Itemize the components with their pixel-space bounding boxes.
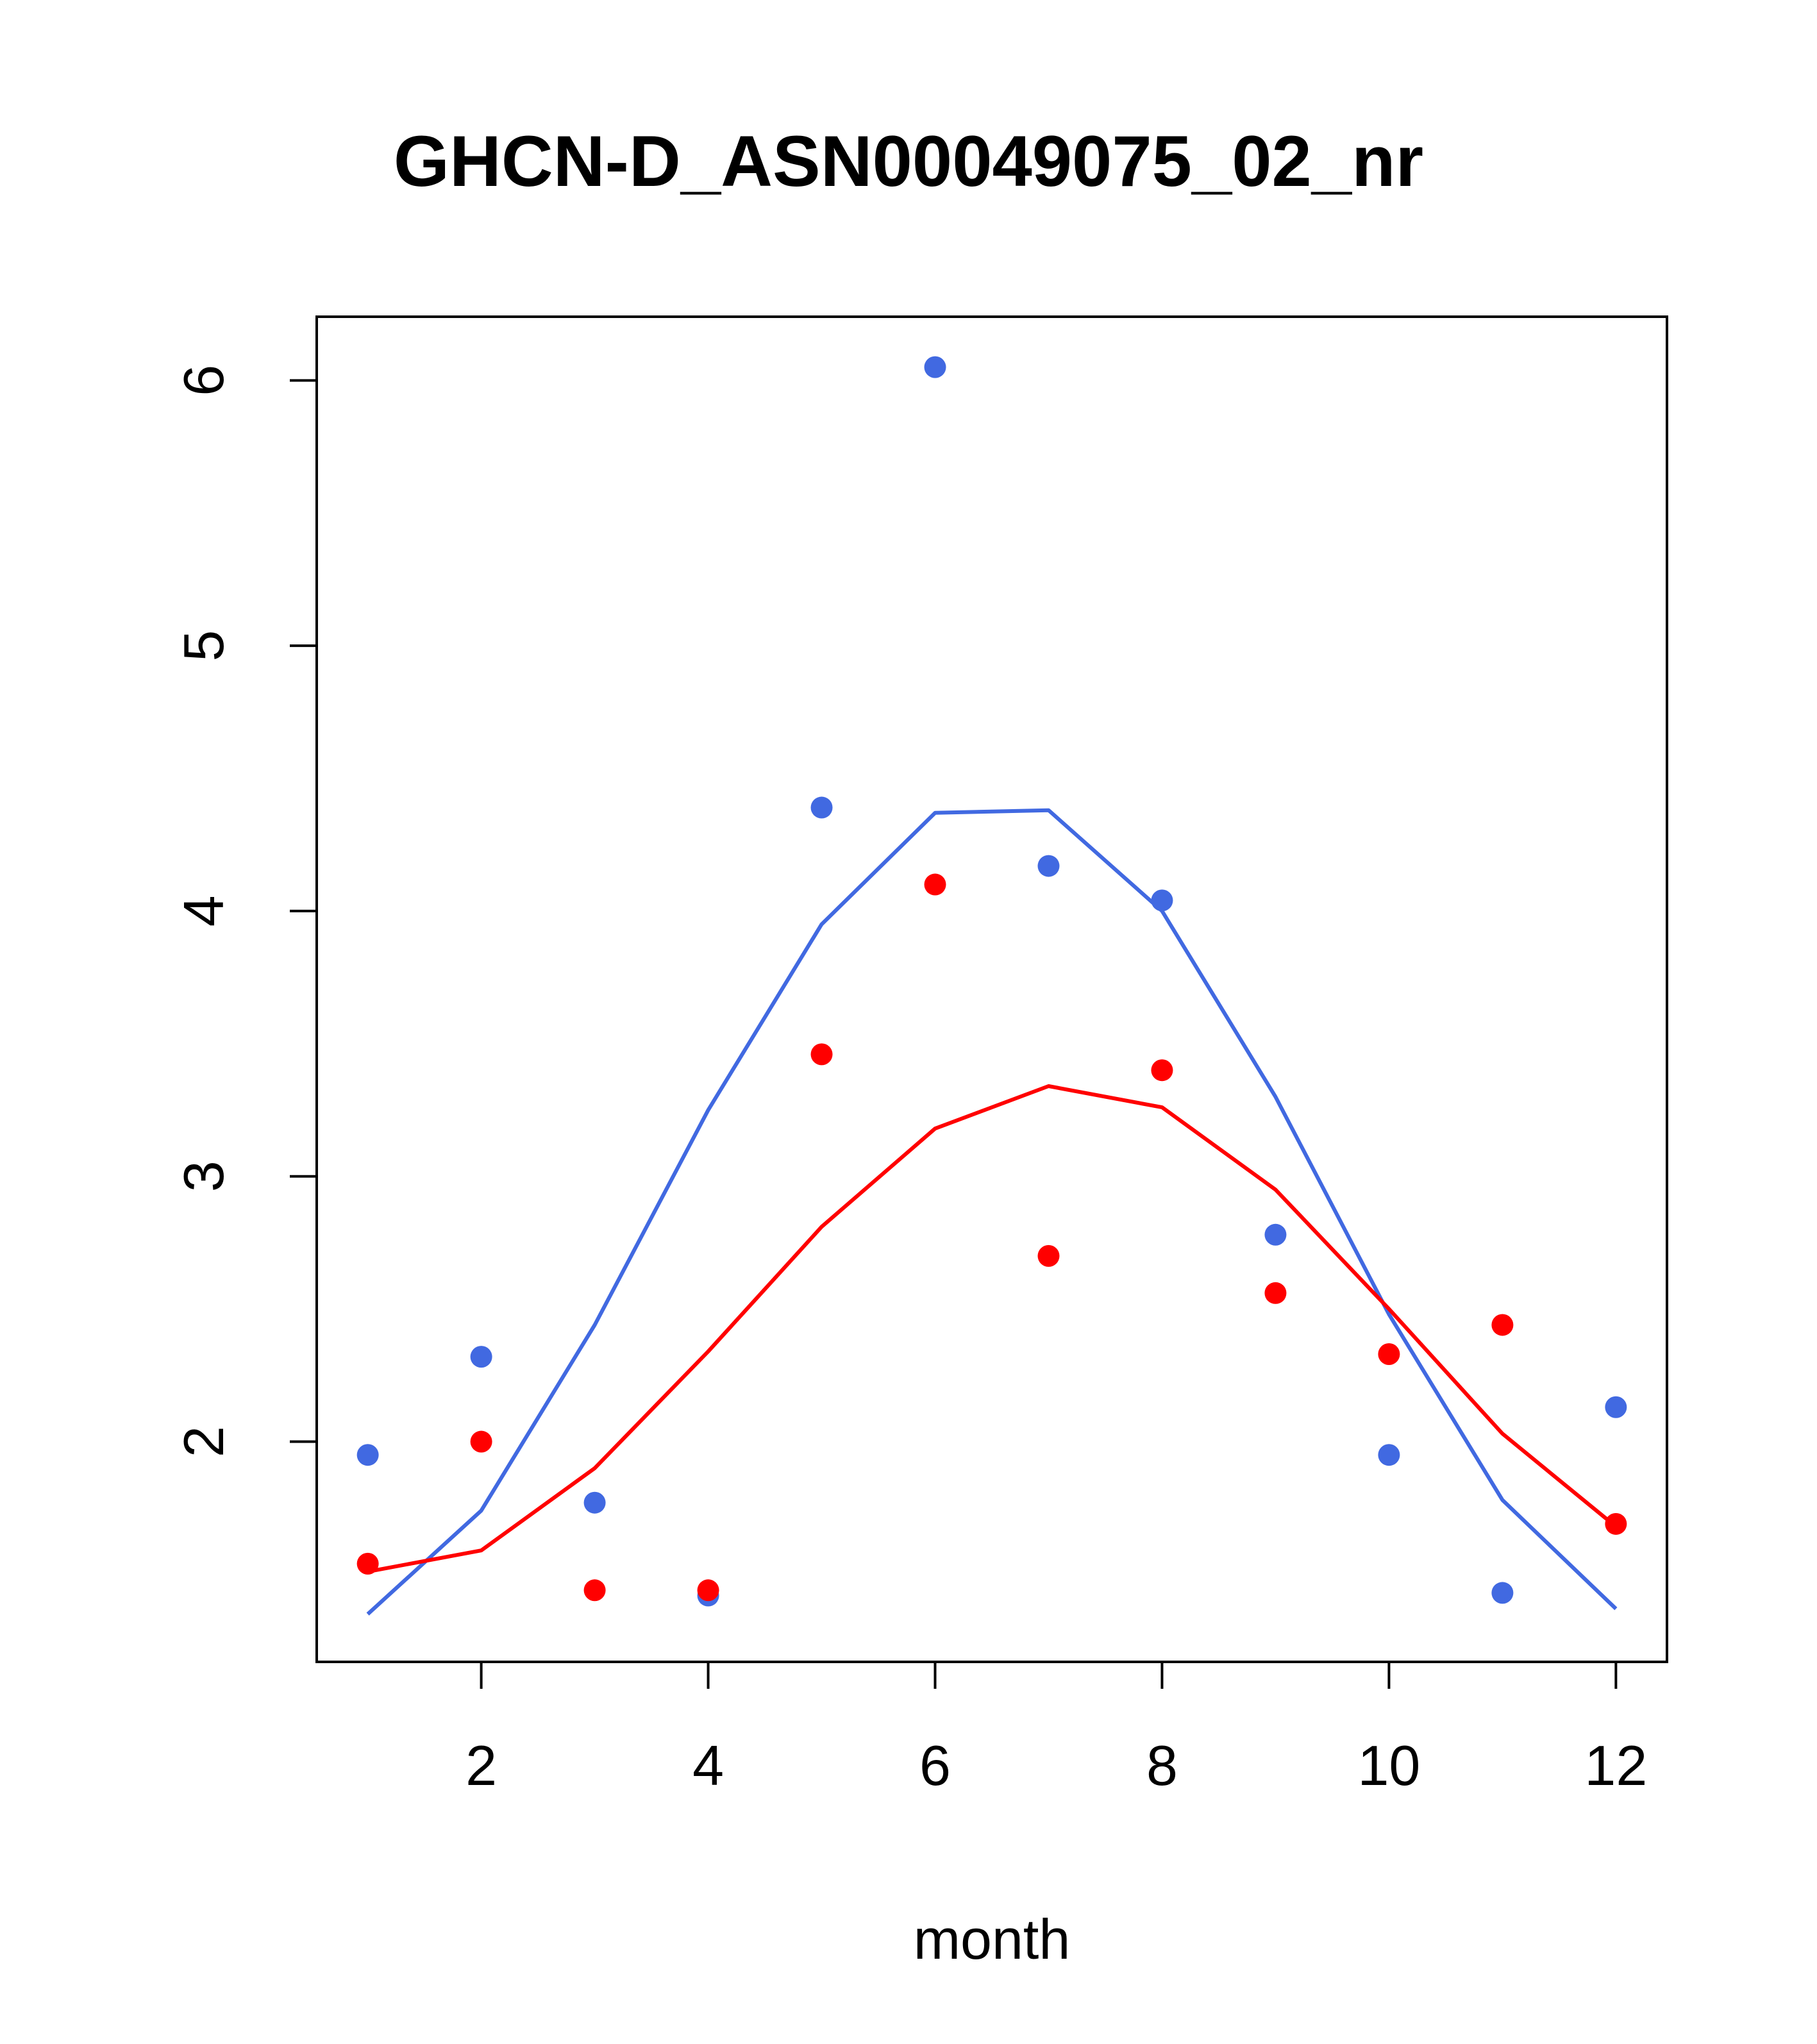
y-tick-label: 3 [172, 1160, 235, 1192]
y-tick-label: 6 [172, 365, 235, 396]
series-2-point [1037, 1244, 1060, 1267]
series-2-point [1151, 1059, 1173, 1082]
series-1-point [924, 356, 946, 378]
series-1-point [583, 1491, 606, 1514]
series-2-point [697, 1579, 719, 1602]
series-1-point [810, 796, 833, 819]
series-2-point [1378, 1343, 1400, 1365]
series-2-point [924, 873, 946, 896]
series-1-point [470, 1346, 492, 1368]
series-2-point [1491, 1314, 1514, 1336]
y-tick-label: 4 [172, 895, 235, 926]
series-2-point [1264, 1282, 1287, 1304]
series-1-point [1378, 1444, 1400, 1466]
series-1-point [1491, 1582, 1514, 1604]
plot-frame [315, 315, 1668, 1663]
series-1-point [1605, 1396, 1627, 1418]
x-tick-label: 2 [465, 1734, 497, 1797]
series-2-line [367, 1084, 1618, 1574]
x-tick-label: 12 [1584, 1734, 1647, 1797]
series-1-point [1151, 889, 1173, 912]
x-tick-label: 10 [1357, 1734, 1420, 1797]
y-tick-label: 2 [172, 1426, 235, 1457]
y-tick-label: 5 [172, 630, 235, 662]
series-1-point [1037, 855, 1060, 877]
chart-title: GHCN-D_ASN00049075_02_nr [394, 121, 1423, 201]
series-2-point [810, 1043, 833, 1066]
x-tick-label: 4 [692, 1734, 724, 1797]
x-axis-label: month [914, 1907, 1071, 1971]
y-axis: 2 3 4 5 6 [172, 365, 318, 1457]
series-2-point [1605, 1512, 1627, 1535]
series-2-point [583, 1579, 606, 1602]
series-points [356, 356, 1627, 1607]
x-tick-label: 6 [919, 1734, 951, 1797]
series-1-point [1264, 1223, 1287, 1246]
series-1-point [356, 1444, 379, 1466]
series-lines [366, 808, 1618, 1616]
series-2-point [470, 1430, 492, 1453]
x-axis: 2 4 6 8 10 12 [465, 1661, 1647, 1797]
series-1-line [366, 808, 1618, 1616]
x-tick-label: 8 [1146, 1734, 1178, 1797]
series-2-point [356, 1552, 379, 1575]
